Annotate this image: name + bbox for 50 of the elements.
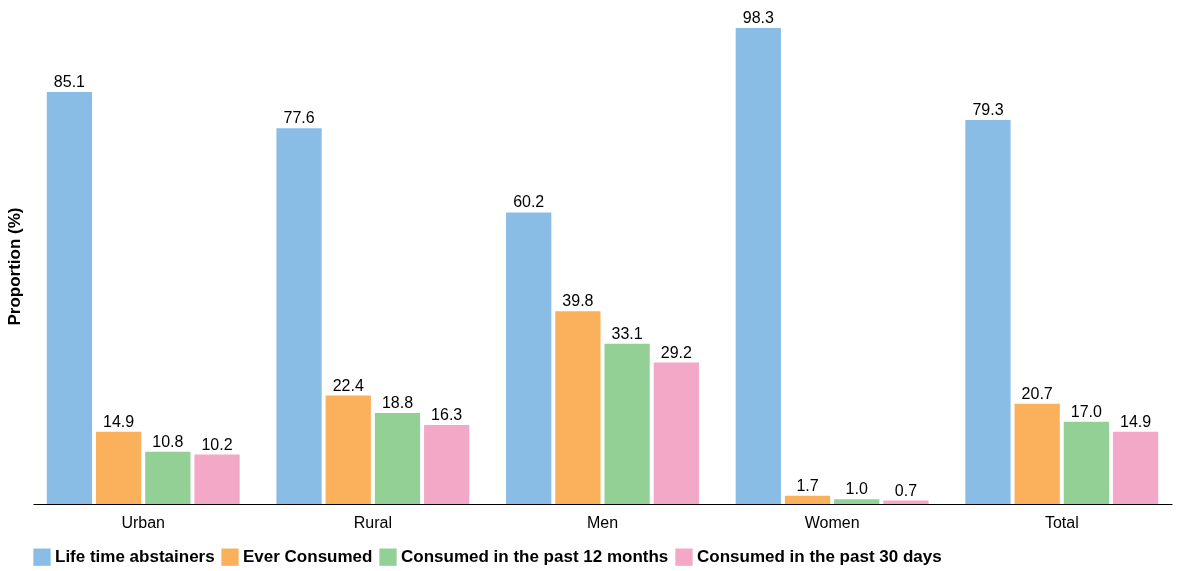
x-tick-label: Urban: [121, 513, 166, 531]
legend-label: Life time abstainers: [55, 547, 215, 567]
data-label: 1.0: [845, 480, 868, 498]
bar: [145, 451, 191, 504]
data-label: 14.9: [1120, 412, 1152, 430]
bar: [735, 28, 781, 504]
bar: [424, 425, 470, 504]
data-label: 77.6: [283, 109, 315, 127]
data-label: 98.3: [742, 9, 774, 26]
legend-label: Ever Consumed: [243, 547, 373, 567]
x-tick-label: Total: [1044, 513, 1079, 531]
legend-label: Consumed in the past 30 days: [697, 547, 942, 567]
bar: [1112, 431, 1159, 504]
x-tick-label: Rural: [353, 513, 392, 531]
bar: [1063, 421, 1110, 504]
data-label: 10.2: [201, 435, 233, 453]
data-label: 60.2: [513, 193, 545, 211]
bar: [883, 500, 929, 504]
data-label: 39.8: [562, 292, 594, 310]
data-label: 33.1: [611, 324, 643, 342]
data-label: 18.8: [381, 393, 414, 411]
bar: [46, 91, 93, 504]
x-tick-label: Women: [804, 513, 860, 531]
bar: [95, 431, 142, 504]
data-label: 20.7: [1021, 384, 1053, 402]
data-label: 1.7: [796, 476, 819, 494]
data-label: 14.9: [103, 412, 135, 430]
legend-label: Consumed in the past 12 months: [401, 547, 669, 567]
bar: [784, 495, 831, 504]
bar: [965, 120, 1011, 504]
data-label: 85.1: [53, 72, 86, 90]
x-tick-label: Men: [586, 513, 619, 531]
bar: [276, 128, 322, 504]
data-label: 16.3: [431, 406, 463, 424]
data-label: 0.7: [894, 481, 918, 499]
bar: [325, 395, 371, 504]
bar: [1014, 403, 1060, 504]
bar: [506, 212, 552, 504]
data-label: 17.0: [1070, 402, 1103, 420]
bar: [834, 499, 880, 504]
bar: [653, 362, 699, 504]
bar: [194, 454, 240, 504]
bar: [374, 412, 421, 504]
data-label: 79.3: [972, 101, 1004, 118]
data-label: 22.4: [332, 376, 364, 394]
bar: [555, 311, 601, 504]
bar: [604, 343, 650, 504]
y-axis-title: Proportion (%): [4, 207, 24, 326]
data-label: 29.2: [660, 343, 692, 361]
data-label: 10.8: [152, 432, 184, 450]
